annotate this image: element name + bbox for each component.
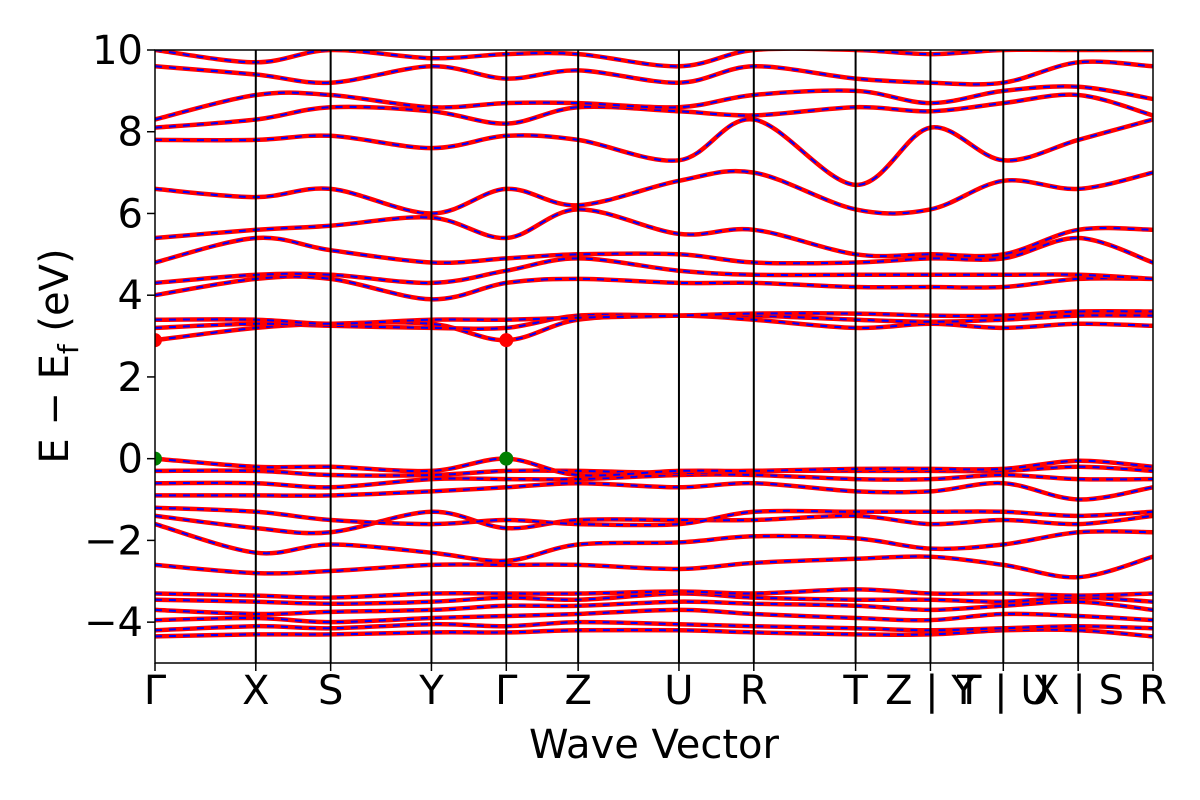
x-tick-label-7: R <box>740 668 768 714</box>
kpoint-lines <box>254 50 1080 663</box>
y-axis-title-main: E − E <box>32 354 78 464</box>
x-tick-label-6: U <box>664 668 693 714</box>
x-tick-label-10: T | U <box>956 668 1050 714</box>
band-20-overlay <box>155 236 1153 265</box>
x-tick-label-4: Γ <box>495 668 518 714</box>
y-axis-title-subscript: f <box>52 343 85 354</box>
y-tick-label-7: 10 <box>92 28 143 74</box>
band-25-overlay <box>155 85 1153 121</box>
band-17-overlay <box>155 310 1153 325</box>
x-tick-label-5: Z <box>564 668 591 714</box>
band-22-overlay <box>155 170 1153 215</box>
x-tick-label-9: Z | Y <box>885 668 976 714</box>
vbm-marker-3 <box>155 451 162 466</box>
y-axis-title: E − Ef (eV) <box>32 248 85 463</box>
x-tick-label-0: Γ <box>144 668 167 714</box>
band-27-overlay <box>155 50 1153 68</box>
y-tick-label-5: 6 <box>118 191 143 237</box>
vbm-marker-4 <box>499 451 514 466</box>
y-tick-label-4: 4 <box>118 273 143 319</box>
band-5-overlay <box>155 592 1153 605</box>
band-6-overlay <box>155 588 1153 599</box>
band-2-overlay <box>155 621 1153 632</box>
y-axis: −4 −2 0 2 4 6 8 10 <box>84 28 155 646</box>
x-tick-label-2: S <box>318 668 343 714</box>
band-9-overlay <box>155 510 1153 535</box>
cbm-marker-1 <box>155 333 162 348</box>
x-tick-label-1: X <box>242 668 269 714</box>
x-tick-label-3: Y <box>418 668 444 714</box>
x-tick-label-11: X | S <box>1032 668 1124 714</box>
band-26-overlay <box>155 60 1153 86</box>
y-tick-label-6: 8 <box>118 110 143 156</box>
extrema-markers <box>155 333 514 466</box>
y-tick-label-1: −2 <box>84 518 143 564</box>
band-8-overlay <box>155 523 1153 562</box>
band-4-overlay <box>155 600 1153 616</box>
band-14-overlay <box>155 457 1153 477</box>
band-24-overlay <box>155 93 1153 129</box>
x-axis-title: Wave Vector <box>529 722 780 768</box>
y-tick-label-3: 2 <box>118 355 143 401</box>
x-tick-label-12: R <box>1139 668 1167 714</box>
band-18-overlay <box>155 275 1153 301</box>
y-tick-label-0: −4 <box>84 600 143 646</box>
y-axis-title-unit: (eV) <box>32 248 78 344</box>
band-21-overlay <box>155 208 1153 258</box>
band-19-overlay <box>155 257 1153 284</box>
cbm-marker-2 <box>499 333 514 348</box>
band-12-overlay <box>155 473 1153 489</box>
y-tick-label-2: 0 <box>118 437 143 483</box>
x-tick-label-8: T <box>842 668 868 714</box>
band-3-overlay <box>155 608 1153 624</box>
plot-frame <box>154 49 1154 664</box>
